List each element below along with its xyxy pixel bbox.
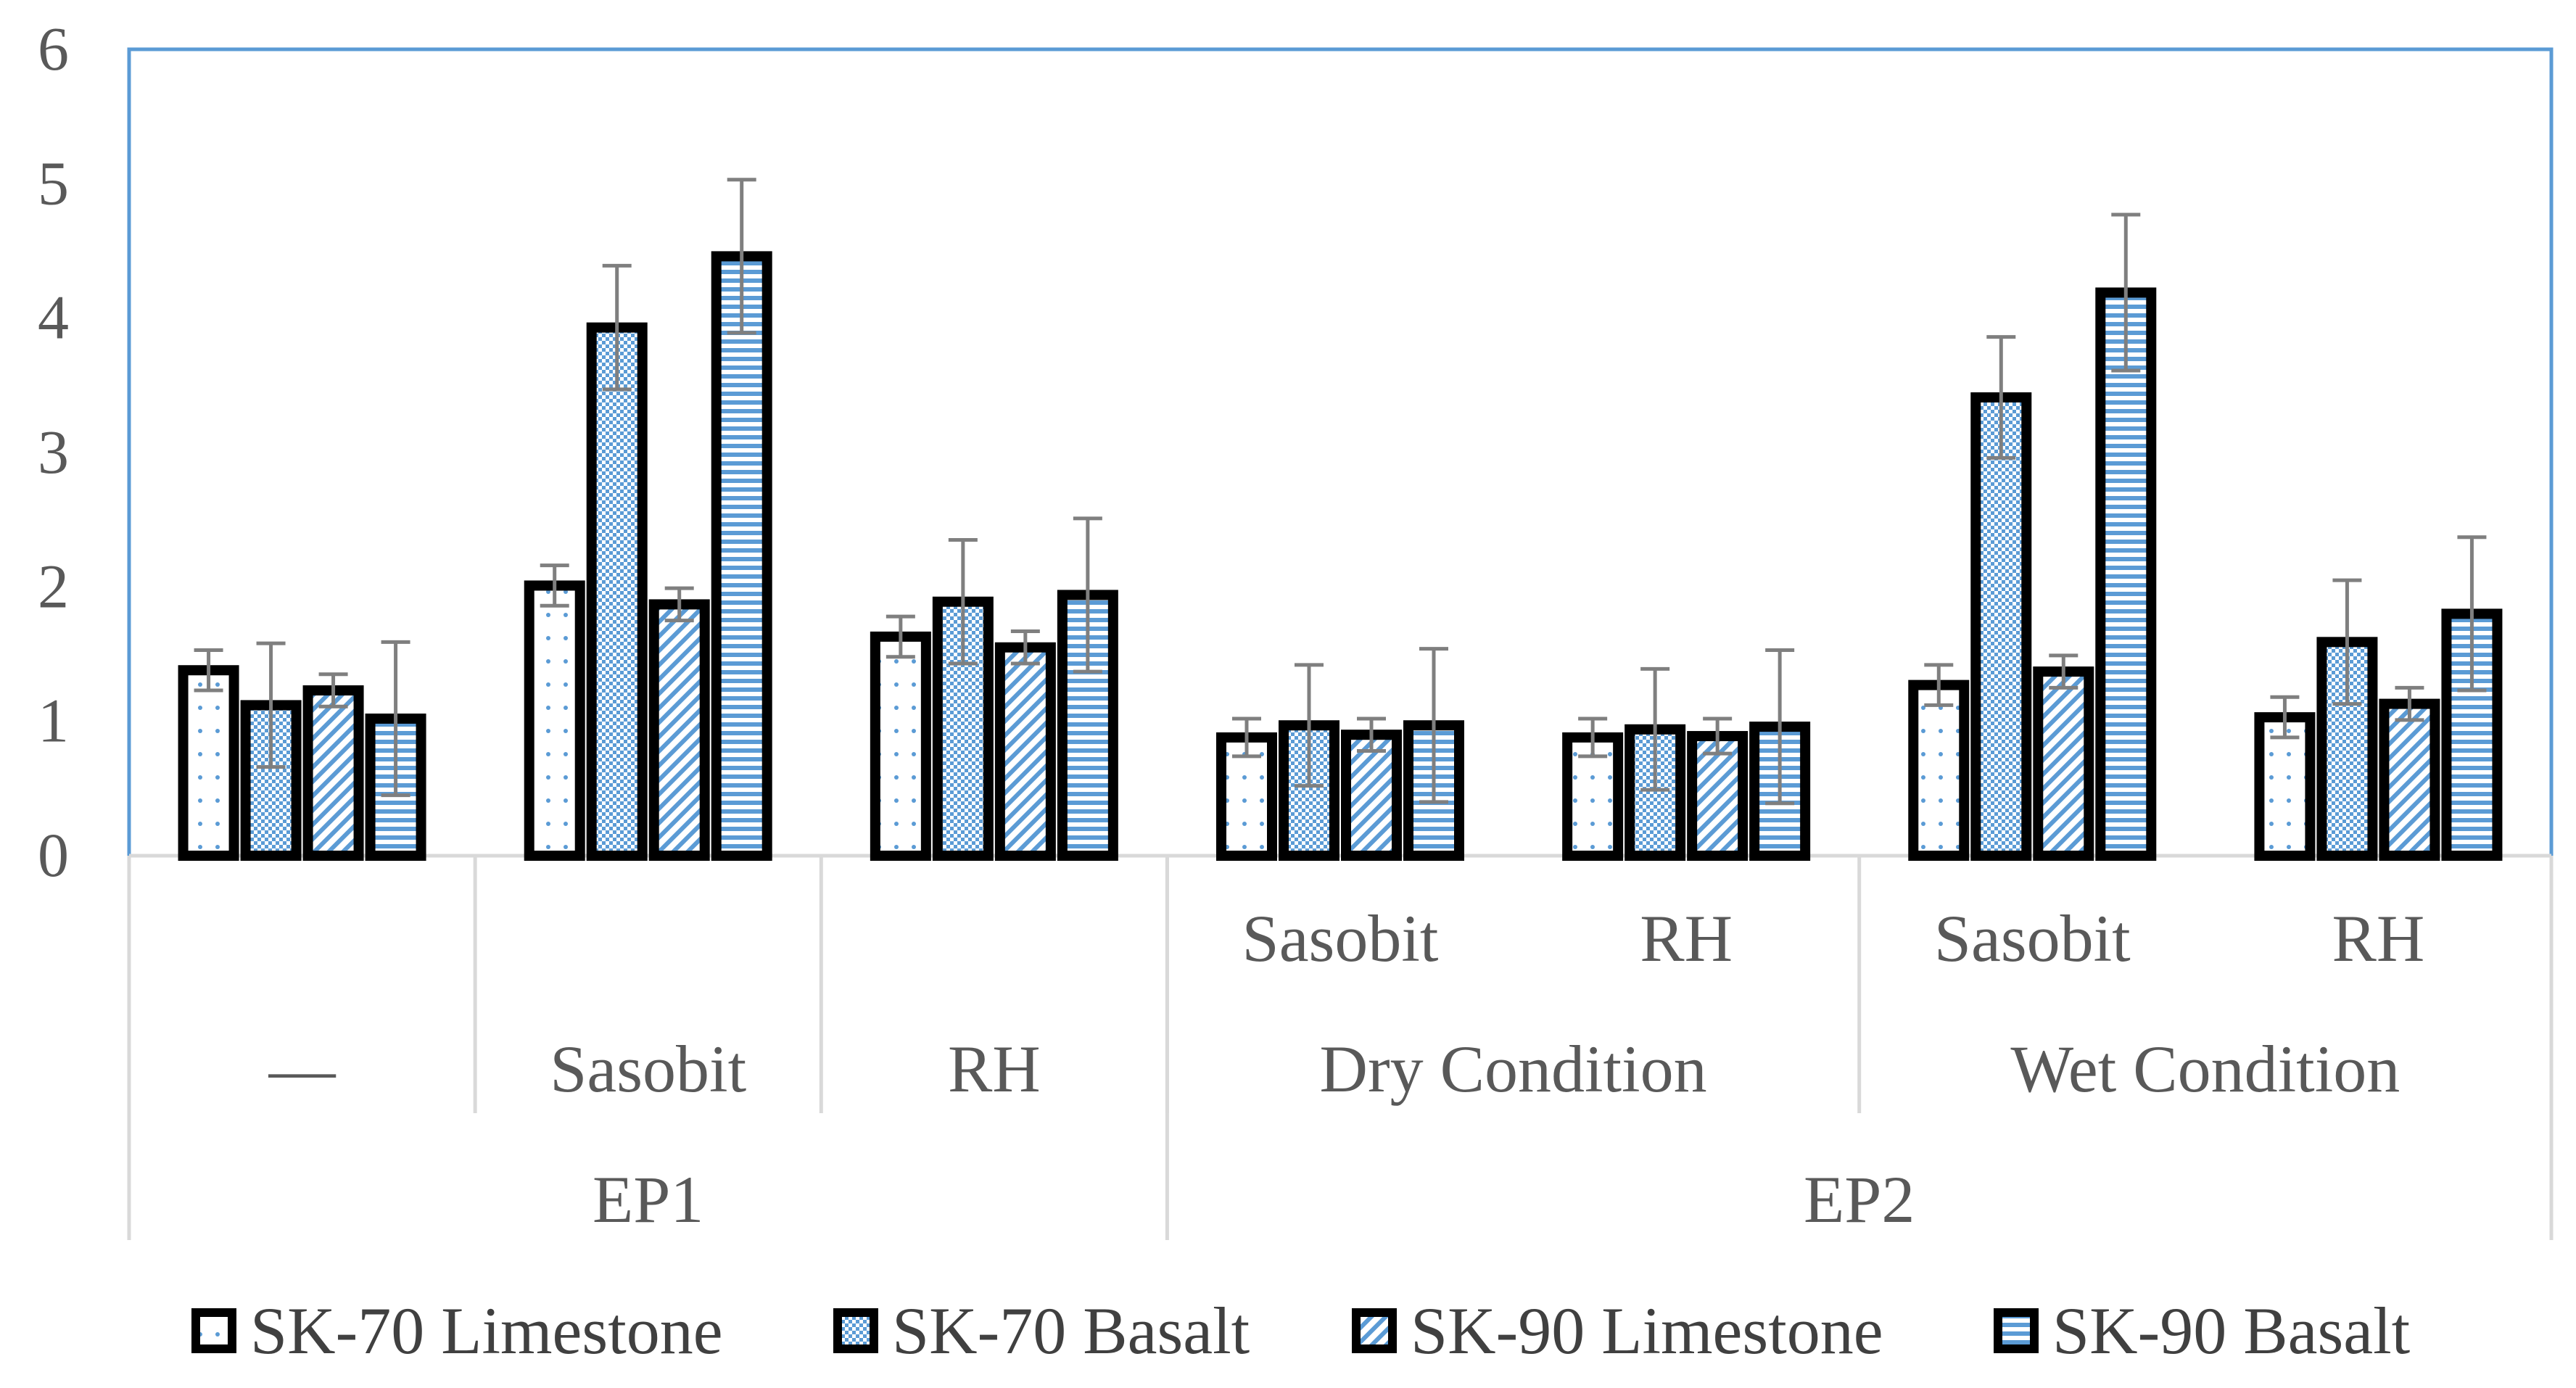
category-label: Sasobit bbox=[1242, 901, 1439, 975]
legend-item: SK-90 Basalt bbox=[1994, 1294, 2411, 1368]
bar bbox=[1625, 724, 1686, 862]
category-label: Sasobit bbox=[1934, 901, 2131, 975]
category-label: Sasobit bbox=[550, 1032, 746, 1106]
error-bar bbox=[2332, 578, 2362, 706]
bar bbox=[1341, 730, 1402, 862]
error-bar bbox=[1419, 647, 1448, 804]
group-label: Dry Condition bbox=[1320, 1032, 1707, 1106]
error-bars bbox=[194, 178, 2487, 806]
bar bbox=[1908, 679, 1970, 861]
legend-swatch bbox=[833, 1308, 878, 1353]
error-bar bbox=[194, 648, 223, 693]
error-bar bbox=[540, 563, 569, 608]
bar bbox=[648, 599, 710, 862]
legend-label: SK-70 Basalt bbox=[892, 1294, 1250, 1368]
bar bbox=[994, 642, 1056, 861]
category-label: RH bbox=[948, 1032, 1041, 1106]
error-bar bbox=[2457, 535, 2487, 693]
group-label: EP1 bbox=[593, 1162, 703, 1236]
bar bbox=[1970, 392, 2032, 861]
error-bar bbox=[1765, 648, 1795, 806]
bar bbox=[2254, 712, 2316, 862]
legend-item: SK-90 Limestone bbox=[1352, 1294, 1883, 1368]
y-axis-ticks: 0 1 2 3 4 5 6 bbox=[38, 14, 69, 890]
error-bar bbox=[1924, 663, 1954, 707]
error-bar bbox=[602, 263, 632, 392]
legend-swatch bbox=[1994, 1308, 2039, 1353]
bar bbox=[524, 580, 585, 861]
error-bar bbox=[727, 178, 756, 335]
error-bar bbox=[256, 641, 286, 769]
bar bbox=[2379, 698, 2440, 861]
group-label: EP2 bbox=[1804, 1162, 1915, 1236]
error-bar bbox=[2395, 685, 2424, 722]
legend-item: SK-70 Limestone bbox=[191, 1294, 723, 1368]
legend-label: SK-90 Limestone bbox=[1411, 1294, 1883, 1368]
error-bar bbox=[1010, 629, 1040, 666]
legend-swatch bbox=[191, 1308, 236, 1353]
legend-label: SK-70 Limestone bbox=[250, 1294, 723, 1368]
y-tick-label: 3 bbox=[38, 417, 69, 487]
category-label: RH bbox=[1640, 901, 1733, 975]
error-bar bbox=[886, 614, 915, 659]
y-tick-label: 2 bbox=[38, 551, 69, 621]
bar bbox=[240, 700, 302, 862]
category-labels: — Sasobit RH Sasobit RH Sasobit RH Dry Conditio… bbox=[268, 901, 2425, 1236]
y-tick-label: 5 bbox=[38, 148, 69, 218]
error-bar bbox=[1295, 663, 1324, 788]
legend-item: SK-70 Basalt bbox=[833, 1294, 1250, 1368]
y-tick-label: 0 bbox=[38, 820, 69, 890]
bar bbox=[302, 685, 364, 861]
y-tick-label: 4 bbox=[38, 283, 69, 352]
group-label: Wet Condition bbox=[2010, 1032, 2400, 1106]
error-bar bbox=[1640, 666, 1670, 792]
error-bar bbox=[1357, 716, 1386, 753]
error-bar bbox=[1232, 716, 1261, 759]
error-bar bbox=[664, 586, 694, 623]
error-bar bbox=[2270, 695, 2300, 740]
error-bar bbox=[1986, 335, 2016, 460]
legend-swatch bbox=[1352, 1308, 1397, 1353]
error-bar bbox=[2111, 212, 2141, 373]
category-label: RH bbox=[2332, 901, 2425, 975]
category-label: — bbox=[268, 1032, 337, 1106]
bar bbox=[178, 665, 239, 861]
y-tick-label: 6 bbox=[38, 14, 69, 83]
error-bar bbox=[381, 640, 410, 798]
error-bar bbox=[1703, 716, 1733, 756]
error-bar bbox=[318, 672, 348, 709]
error-bar bbox=[2049, 653, 2078, 690]
legend: SK-70 Limestone SK-70 Basalt SK-90 Limesto… bbox=[191, 1294, 2411, 1368]
error-bar bbox=[1578, 716, 1608, 759]
bar bbox=[870, 631, 931, 861]
error-bar bbox=[1073, 516, 1102, 674]
bar bbox=[2095, 287, 2157, 862]
bar bbox=[2033, 666, 2094, 861]
legend-label: SK-90 Basalt bbox=[2052, 1294, 2411, 1368]
bar bbox=[586, 322, 648, 861]
error-bar bbox=[948, 537, 978, 666]
y-tick-label: 1 bbox=[38, 686, 69, 756]
bar bbox=[711, 251, 772, 861]
